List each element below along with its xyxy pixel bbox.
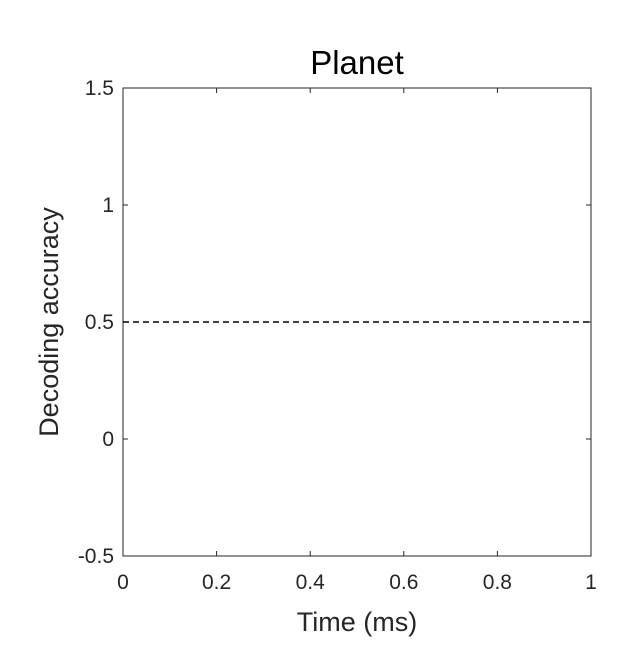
y-tick-label: 1.5 bbox=[85, 77, 114, 100]
x-tick-label: 1 bbox=[585, 571, 597, 594]
x-axis-ticks: 0 0.2 0.4 0.6 0.8 1 bbox=[117, 88, 597, 594]
chart-title: Planet bbox=[310, 44, 404, 81]
y-axis-label: Decoding accuracy bbox=[34, 207, 64, 437]
y-tick-label: 0 bbox=[102, 428, 114, 451]
x-tick-label: 0.8 bbox=[483, 571, 512, 594]
y-tick-label: -0.5 bbox=[78, 545, 114, 568]
y-tick-label: 1 bbox=[102, 194, 114, 217]
y-tick-label: 0.5 bbox=[85, 311, 114, 334]
x-tick-label: 0 bbox=[117, 571, 129, 594]
x-axis-label: Time (ms) bbox=[297, 607, 417, 637]
x-tick-label: 0.4 bbox=[296, 571, 326, 594]
x-tick-label: 0.6 bbox=[389, 571, 418, 594]
y-axis-ticks: -0.5 0 0.5 1 1.5 bbox=[78, 77, 591, 568]
x-tick-label: 0.2 bbox=[202, 571, 231, 594]
